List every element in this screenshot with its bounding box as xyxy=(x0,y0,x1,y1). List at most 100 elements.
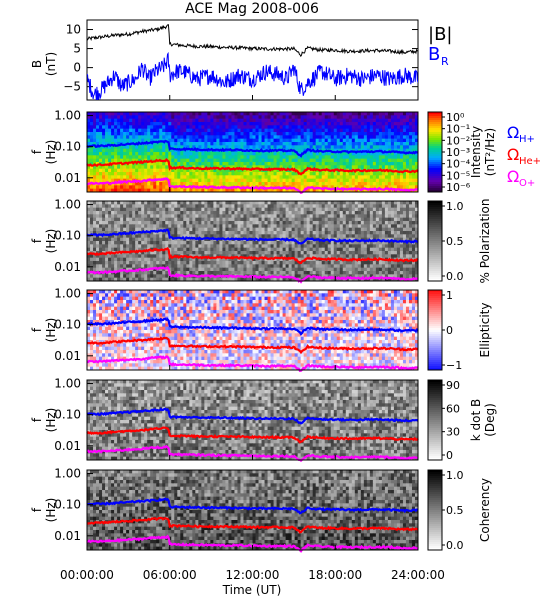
gyro-legend-subscript: He+ xyxy=(519,156,541,167)
colorbar-tick-label: 10⁻⁵ xyxy=(446,169,470,182)
spectrogram-panels: 1.000.100.01f (Hz)10⁰10⁻¹10⁻²10⁻³10⁻⁴10⁻⁵… xyxy=(30,109,497,553)
freq-axis-unit: (Hz) xyxy=(44,229,58,254)
freq-tick-label: 1.00 xyxy=(54,109,81,123)
panel-ellipticity: 1.00 0.10 0.01 f (Hz) 1 0 −1 Ellipticity xyxy=(30,287,492,372)
freq-axis-label: f xyxy=(30,327,44,332)
freq-tick-label: 0.10 xyxy=(54,318,81,332)
gyro-legend-omega: Ω xyxy=(507,145,519,164)
gyro-legend-subscript: O+ xyxy=(519,178,535,189)
freq-tick-label: 1.00 xyxy=(54,467,81,481)
colorbar-tick-label: 30 xyxy=(446,426,460,439)
colorbar-tick-label: 1.0 xyxy=(446,469,464,482)
spectrogram-coherency xyxy=(87,470,419,551)
x-tick-label: 18:00:00 xyxy=(308,568,362,582)
colorbar-label: Intensity xyxy=(469,126,483,178)
b-axis-label-b: B xyxy=(30,60,44,68)
colorbar-label: % Polarization xyxy=(478,199,492,284)
freq-tick-label: 0.10 xyxy=(54,229,81,243)
colorbar-tick-label: 60 xyxy=(446,402,460,415)
freq-axis-label: f xyxy=(30,417,44,422)
panel-kdotb: 1.00 0.10 0.01 f (Hz) 90 60 30 0 k dot B (Deg) xyxy=(30,377,497,462)
freq-tick-label: 0.10 xyxy=(54,408,81,422)
panel-intensity: 1.00 0.10 0.01 f (Hz) 10⁰10⁻¹10⁻²10⁻³10⁻⁴10⁻⁵… xyxy=(30,109,497,195)
gyro-line-omega-h xyxy=(86,228,419,245)
colorbar-ellipticity: 1 0 −1 Ellipticity xyxy=(427,289,492,372)
gyro-line-omega-h xyxy=(86,317,419,336)
x-tick-label: 06:00:00 xyxy=(143,568,197,582)
colorbar-tick-label: 0 xyxy=(446,449,453,462)
gyrofrequency-legend: Ω H+Ω He+Ω O+ xyxy=(507,123,541,189)
colorbar-tick-label: −1 xyxy=(446,359,462,372)
freq-axis-unit: (Hz) xyxy=(44,408,58,433)
colorbar-tick-label: 10⁻⁴ xyxy=(446,158,471,171)
colorbar-polarization: 1.0 0.5 0.0 % Polarization xyxy=(427,199,492,284)
series-line-b-r xyxy=(87,51,418,100)
b-axis-label-unit: (nT) xyxy=(44,52,58,76)
legend-b-r-subscript: R xyxy=(441,55,449,68)
freq-tick-label: 1.00 xyxy=(54,287,81,301)
colorbar-tick-label: 0.5 xyxy=(446,504,464,517)
x-tick-label: 00:00:00 xyxy=(60,568,114,582)
freq-tick-label: 1.00 xyxy=(54,377,81,391)
freq-tick-label: 1.00 xyxy=(54,198,81,212)
freq-tick-label: 0.01 xyxy=(54,529,81,543)
figure-title: ACE Mag 2008-006 xyxy=(185,1,319,17)
colorbar-tick-label: 0.0 xyxy=(446,539,464,552)
legend-b-r: B R xyxy=(428,44,449,68)
b-panel-ticks: 10 5 0 −5 xyxy=(63,23,418,94)
freq-axis-unit: (Hz) xyxy=(44,140,58,165)
gyro-legend-subscript: H+ xyxy=(519,134,535,145)
colorbar-label: (Deg) xyxy=(483,403,497,437)
gyro-legend-omega: Ω xyxy=(507,123,519,142)
colorbar-kdotb: 90 60 30 0 k dot B (Deg) xyxy=(427,379,497,462)
b-y-tick-label: 5 xyxy=(73,42,81,56)
freq-tick-label: 0.01 xyxy=(54,171,81,185)
freq-axis-label: f xyxy=(30,149,44,154)
colorbar-tick-label: 0.5 xyxy=(446,235,464,248)
colorbar-tick-label: 0 xyxy=(446,324,453,337)
gyro-line-omega-he xyxy=(86,246,419,265)
gyro-line-omega-h xyxy=(86,407,419,425)
b-y-tick-label: 10 xyxy=(66,23,81,37)
colorbar-label: k dot B xyxy=(469,399,483,441)
colorbar-label: Ellipticity xyxy=(478,303,492,358)
gyro-line-omega-h xyxy=(86,497,419,515)
freq-axis-label: f xyxy=(30,238,44,243)
series-line-b-total xyxy=(87,24,418,58)
x-tick-label: 24:00:00 xyxy=(391,568,445,582)
x-axis-label: Time (UT) xyxy=(222,583,282,597)
freq-tick-label: 0.10 xyxy=(54,140,81,154)
colorbar-label: (nT²/Hz) xyxy=(483,128,497,176)
gyro-legend-omega: Ω xyxy=(507,167,519,186)
gyro-line-omega-he xyxy=(86,426,419,444)
gyro-line-omega-he xyxy=(86,157,419,176)
freq-tick-label: 0.10 xyxy=(54,498,81,512)
colorbar-tick-label: 10⁻⁶ xyxy=(446,181,471,194)
freq-tick-label: 0.01 xyxy=(54,439,81,453)
freq-tick-label: 0.01 xyxy=(54,349,81,363)
b-y-tick-label: 0 xyxy=(73,61,81,75)
colorbar-tick-label: 1 xyxy=(446,289,453,302)
colorbar-tick-label: 90 xyxy=(446,379,460,392)
colorbar-tick-label: 10⁻² xyxy=(446,134,470,147)
freq-axis-label: f xyxy=(30,507,44,512)
colorbar-label: Coherency xyxy=(478,478,492,542)
colorbar-tick-label: 10⁻³ xyxy=(446,146,470,159)
gyro-line-omega-he xyxy=(86,336,419,355)
panel-coherency: 1.00 0.10 0.01 f (Hz) 1.0 0.5 0.0 Coherency xyxy=(30,467,492,553)
gyro-line-omega-he xyxy=(86,516,419,534)
freq-axis-unit: (Hz) xyxy=(44,318,58,343)
x-tick-label: 12:00:00 xyxy=(226,568,280,582)
freq-tick-label: 0.01 xyxy=(54,260,81,274)
legend-b-total: |B| xyxy=(428,24,452,45)
panel-polarization: 1.00 0.10 0.01 f (Hz) 1.0 0.5 0.0 % Polarization xyxy=(30,198,492,284)
colorbar-tick-label: 10⁻¹ xyxy=(446,123,470,136)
colorbar-tick-label: 10⁰ xyxy=(446,111,465,124)
b-y-tick-label: −5 xyxy=(63,80,81,94)
freq-axis-unit: (Hz) xyxy=(44,498,58,523)
time-axis-ticks: 00:00:00 06:00:00 12:00:00 18:00:00 24:00:00 xyxy=(60,95,445,582)
colorbar-coherency: 1.0 0.5 0.0 Coherency xyxy=(427,469,492,552)
b-field-panel: 10 5 0 −5 B (nT) |B| B R xyxy=(30,19,452,101)
